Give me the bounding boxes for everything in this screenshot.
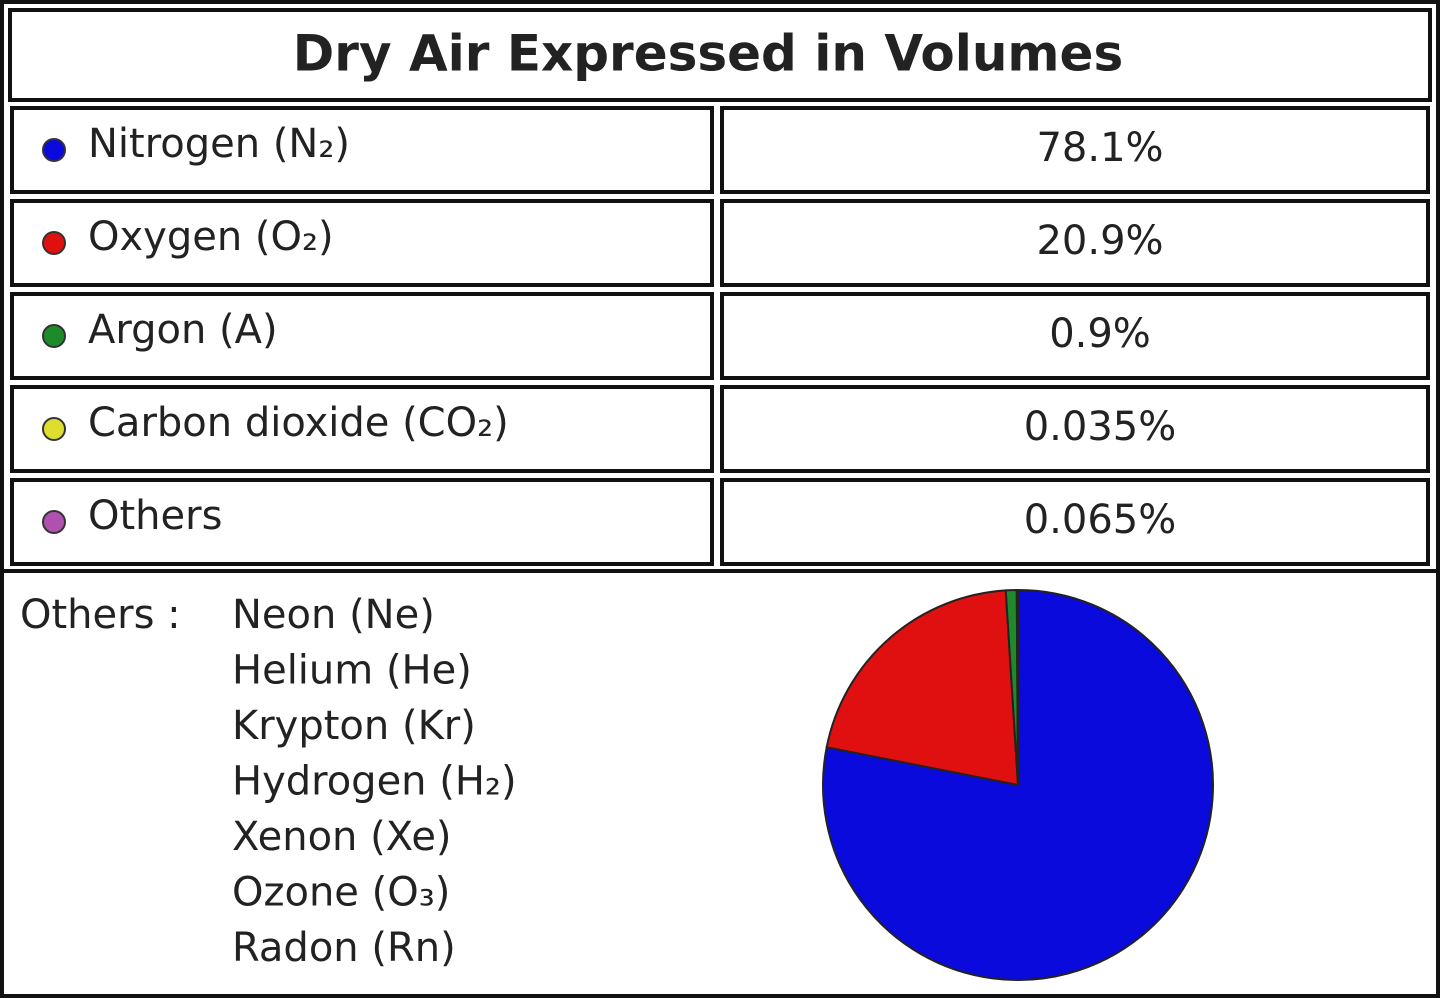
label-cell [10, 478, 714, 566]
legend-dot [42, 417, 66, 441]
row-value: 20.9% [1036, 218, 1163, 264]
value-cell [720, 385, 1430, 473]
row-label: Others [88, 493, 222, 539]
row-label: Nitrogen (N₂) [88, 121, 350, 167]
others-item: Hydrogen (H₂) [232, 759, 517, 805]
legend-dot [42, 231, 66, 255]
row-label: Argon (A) [88, 307, 278, 353]
row-value: 0.035% [1024, 404, 1177, 450]
row-value: 0.9% [1049, 311, 1151, 357]
legend-dot [42, 510, 66, 534]
others-item: Neon (Ne) [232, 592, 435, 638]
title-cell [8, 8, 1432, 102]
row-label: Oxygen (O₂) [88, 214, 334, 260]
value-cell [720, 106, 1430, 194]
legend-dot [42, 324, 66, 348]
others-item: Radon (Rn) [232, 925, 456, 971]
others-item: Xenon (Xe) [232, 814, 452, 860]
value-cell [720, 292, 1430, 380]
others-item: Krypton (Kr) [232, 703, 476, 749]
pie-slice [825, 589, 1020, 787]
value-cell [720, 478, 1430, 566]
row-value: 0.065% [1024, 497, 1177, 543]
others-label: Others : [20, 592, 181, 638]
pie-slice [1016, 588, 1019, 786]
title: Dry Air Expressed in Volumes [293, 25, 1123, 83]
others-item: Ozone (O₃) [232, 870, 450, 916]
others-item: Helium (He) [232, 648, 472, 694]
legend-dot [42, 138, 66, 162]
label-cell [10, 199, 714, 287]
label-cell [10, 106, 714, 194]
value-cell [720, 199, 1430, 287]
row-label: Carbon dioxide (CO₂) [88, 400, 509, 446]
label-cell [10, 385, 714, 473]
row-value: 78.1% [1036, 125, 1163, 171]
label-cell [10, 292, 714, 380]
